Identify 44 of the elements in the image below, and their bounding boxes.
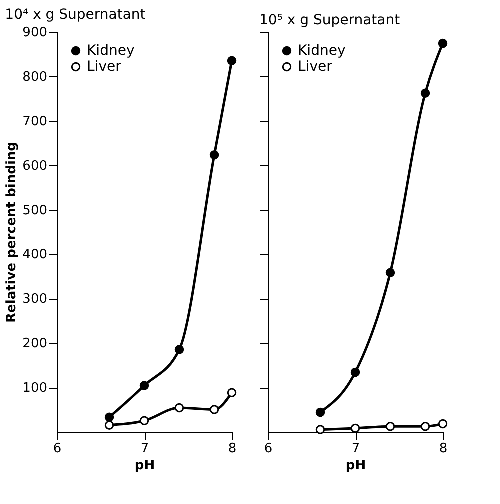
y-tick-label: 400 <box>22 248 48 263</box>
y-tick-label: 100 <box>22 381 48 396</box>
point <box>350 424 360 434</box>
x-axis-title: pH <box>346 458 366 474</box>
point <box>386 268 396 278</box>
y-tick-label: 200 <box>22 336 48 352</box>
point <box>210 150 220 160</box>
point <box>104 412 114 422</box>
point <box>316 425 326 434</box>
y-tick-label: 900 <box>22 26 48 40</box>
x-tick-label: 8 <box>439 442 448 456</box>
x-tick-label: 6 <box>264 442 273 456</box>
point <box>420 88 430 98</box>
point <box>174 345 184 354</box>
point <box>386 422 396 432</box>
point <box>140 381 150 390</box>
y-tick-label: 600 <box>22 158 48 174</box>
point <box>438 419 448 429</box>
y-tick-label: 700 <box>22 114 48 130</box>
x-tick-label: 6 <box>53 442 62 456</box>
y-tick-label: 800 <box>22 70 48 85</box>
legend-label: Kidney <box>87 43 135 59</box>
point <box>227 56 237 66</box>
y-axis-title: Relative percent binding <box>4 142 20 323</box>
legend-label: Kidney <box>298 43 346 59</box>
point <box>174 403 184 413</box>
point <box>420 422 430 432</box>
point <box>104 420 114 430</box>
point <box>140 416 150 426</box>
point <box>210 405 220 414</box>
legend-label: Liver <box>87 59 122 75</box>
x-tick-label: 8 <box>228 442 237 456</box>
point <box>316 408 326 418</box>
y-tick-label: 500 <box>22 203 48 218</box>
chart-title: 10⁵ x g Supernatant <box>260 12 401 28</box>
x-tick-label: 7 <box>352 442 360 456</box>
y-tick-label: 300 <box>22 292 48 308</box>
point <box>350 368 360 378</box>
x-axis-title: pH <box>134 458 156 474</box>
legend-label: Liver <box>298 59 333 75</box>
point <box>438 38 448 48</box>
point <box>227 388 237 398</box>
x-tick-label: 7 <box>140 442 150 456</box>
chart-title: 10⁴ x g Supernatant <box>5 7 146 23</box>
